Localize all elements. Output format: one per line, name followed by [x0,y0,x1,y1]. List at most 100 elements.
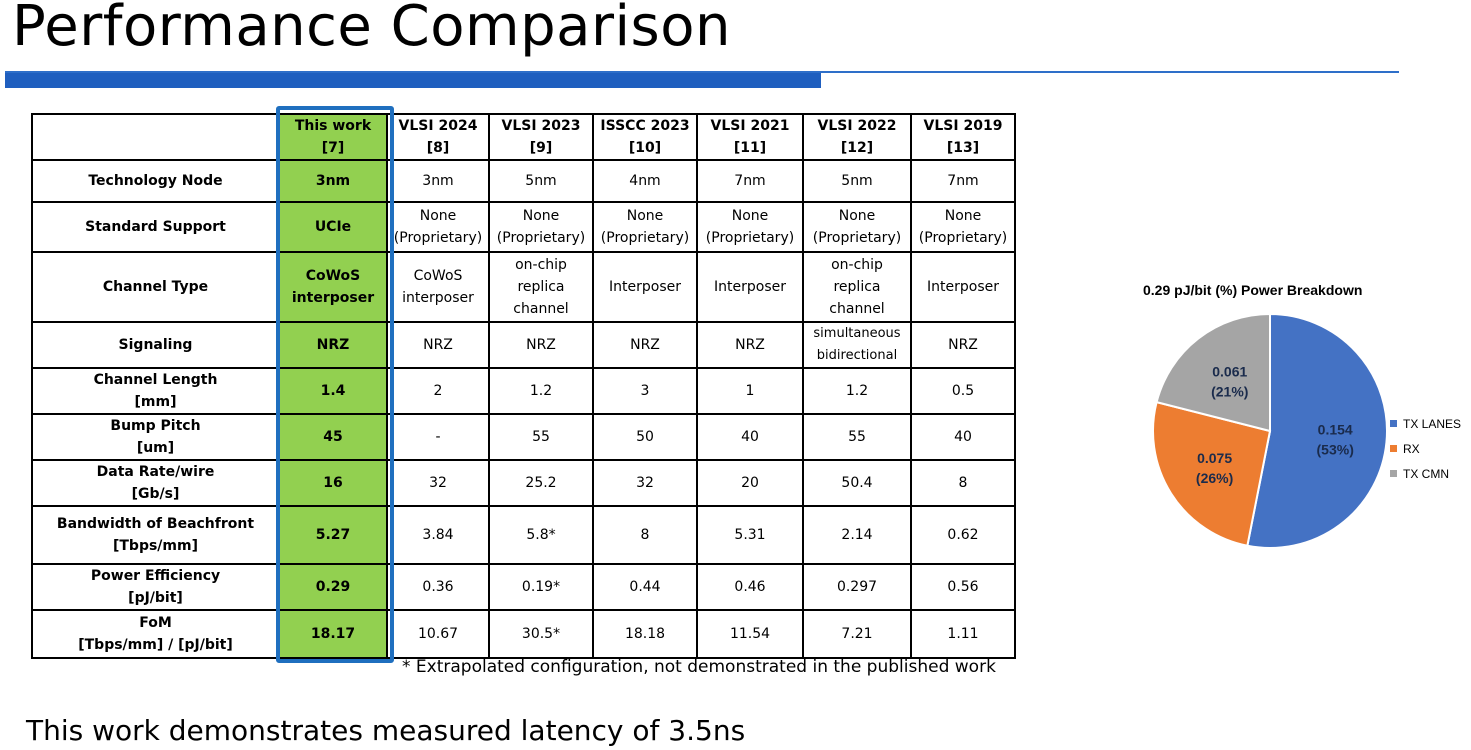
cell-line: 1.4 [320,383,346,399]
cell-line: (Proprietary) [812,230,902,246]
cell-line: 25.2 [525,475,557,491]
latency-statement: This work demonstrates measured latency … [26,714,746,747]
this-work-cell: 45 [278,413,388,461]
cell-line: VLSI 2021 [710,118,790,134]
legend-label: TX LANES [1403,416,1462,431]
cell-line: 3 [640,383,650,399]
table-cell: NRZ [696,321,804,369]
row-label: Channel Length [mm] [31,367,280,415]
table-cell: 1.2 [488,367,594,415]
table-cell: 0.62 [910,505,1016,565]
cell-line: 0.44 [629,579,661,595]
legend-swatch [1390,420,1397,427]
table-cell: 0.5 [910,367,1016,415]
table-cell: 3nm [386,159,490,203]
cell-line: Standard Support [85,219,226,235]
cell-line: NRZ [526,337,556,353]
cell-line: Interposer [714,279,786,295]
table-cell: 10.67 [386,609,490,659]
cell-line: (Proprietary) [600,230,690,246]
this-work-cell: 1.4 [278,367,388,415]
table-row: Technology Node 3nm 3nm 5nm 4nm 7nm 5nm 7nm [31,159,1016,203]
cell-line: 11.54 [729,626,771,642]
cell-line: 0.19* [521,579,561,595]
table-cell: 18.18 [592,609,698,659]
cell-line: [Tbps/mm] / [pJ/bit] [78,637,233,653]
cell-line: Signaling [118,337,193,353]
cell-line: replica [833,279,881,295]
table-cell: None (Proprietary) [696,201,804,253]
table-header-row: This work [7] VLSI 2024 [8] VLSI 2023 [9] ISSC… [31,113,1016,161]
cell-line: VLSI 2023 [501,118,581,134]
pie-data-label-value: 0.154 [1318,421,1353,437]
cell-line: 32 [636,475,654,491]
cell-line: Power Efficiency [90,568,221,584]
cell-line: [mm] [134,394,177,410]
cell-line: 30.5* [521,626,561,642]
cell-line: 4nm [629,173,661,189]
row-label: Power Efficiency [pJ/bit] [31,563,280,611]
cell-line: 0.297 [836,579,878,595]
cell-line: Interposer [927,279,999,295]
cell-line: 40 [741,429,759,445]
cell-line: [9] [529,140,553,156]
table-cell: 5nm [802,159,912,203]
table-cell: 50 [592,413,698,461]
slide-title: Performance Comparison [12,0,731,59]
table-row: Bump Pitch [um] 45 - 55 50 40 55 40 [31,413,1016,461]
cell-line: 0.46 [734,579,766,595]
table-cell: 3 [592,367,698,415]
table-row: Power Efficiency [pJ/bit] 0.29 0.36 0.19* 0.4… [31,563,1016,611]
cell-line: (Proprietary) [496,230,586,246]
cell-line: simultaneous [813,326,901,341]
table-cell: 1 [696,367,804,415]
table-cell: None (Proprietary) [910,201,1016,253]
cell-line: None [419,208,457,224]
cell-line: 0.56 [947,579,979,595]
table-cell: 25.2 [488,459,594,507]
table-cell: 55 [802,413,912,461]
cell-line: Interposer [609,279,681,295]
cell-line: 0.36 [422,579,454,595]
title-underline-thin [5,71,1399,73]
table-cell: 0.19* [488,563,594,611]
table-cell: simultaneous bidirectional [802,321,912,369]
cell-line: 5nm [841,173,873,189]
table-row: Data Rate/wire [Gb/s] 16 32 25.2 32 20 50.4 8 [31,459,1016,507]
table-cell: 5.31 [696,505,804,565]
cell-line: [um] [136,440,175,456]
pie-data-label-percent: (53%) [1317,441,1354,457]
this-work-cell: 3nm [278,159,388,203]
column-header-this-work: This work [7] [278,113,388,161]
cell-line: 2.14 [841,527,873,543]
table-row: Channel Type CoWoS interposer CoWoS interpos… [31,251,1016,323]
table-cell: 7nm [910,159,1016,203]
pie-data-label-value: 0.075 [1197,450,1232,466]
cell-line: 45 [323,429,343,445]
this-work-cell: 16 [278,459,388,507]
column-header: VLSI 2022 [12] [802,113,912,161]
cell-line: [8] [426,140,450,156]
cell-line: 50 [636,429,654,445]
cell-line: 7nm [947,173,979,189]
pie-data-label-percent: (21%) [1211,383,1248,399]
cell-line: Bump Pitch [110,418,201,434]
cell-line: [7] [321,140,345,156]
cell-line: 55 [532,429,550,445]
cell-line: 50.4 [841,475,873,491]
cell-line: VLSI 2024 [398,118,478,134]
pie-legend: TX LANES RX TX CMN [1390,411,1461,486]
cell-line: UCIe [314,219,352,235]
table-cell: NRZ [488,321,594,369]
table-cell: None (Proprietary) [488,201,594,253]
table-cell: Interposer [696,251,804,323]
column-header: VLSI 2021 [11] [696,113,804,161]
table-cell: 50.4 [802,459,912,507]
table-cell: None (Proprietary) [592,201,698,253]
cell-line: None [838,208,876,224]
this-work-cell: 18.17 [278,609,388,659]
cell-line: CoWoS [305,268,361,284]
pie-data-label-value: 0.061 [1212,363,1247,379]
cell-line: 5.8* [526,527,556,543]
row-label: Standard Support [31,201,280,253]
